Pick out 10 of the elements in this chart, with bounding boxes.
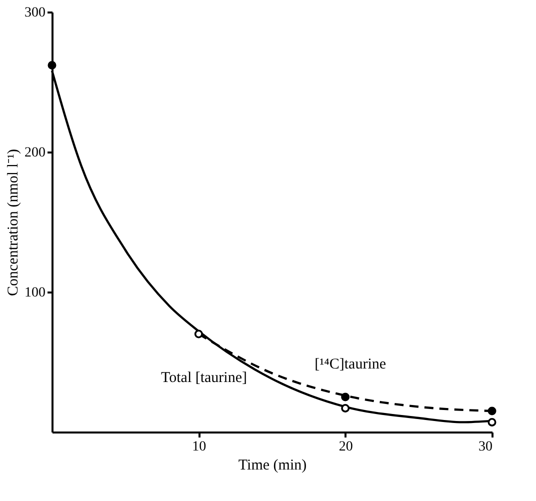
series-label: [¹⁴C]taurine xyxy=(314,356,386,373)
y-axis-title: Concentration (nmol l⁻¹) xyxy=(6,149,22,296)
y-tick-label: 300 xyxy=(24,6,46,20)
x-axis-title: Time (min) xyxy=(238,458,307,474)
series-label: Total [taurine] xyxy=(161,370,247,386)
x-tick-label: 10 xyxy=(192,440,206,454)
x-tick-label: 30 xyxy=(478,440,492,454)
y-tick-label: 100 xyxy=(24,286,46,300)
x-tick-label: 20 xyxy=(338,440,353,454)
y-tick-label: 200 xyxy=(24,146,46,160)
